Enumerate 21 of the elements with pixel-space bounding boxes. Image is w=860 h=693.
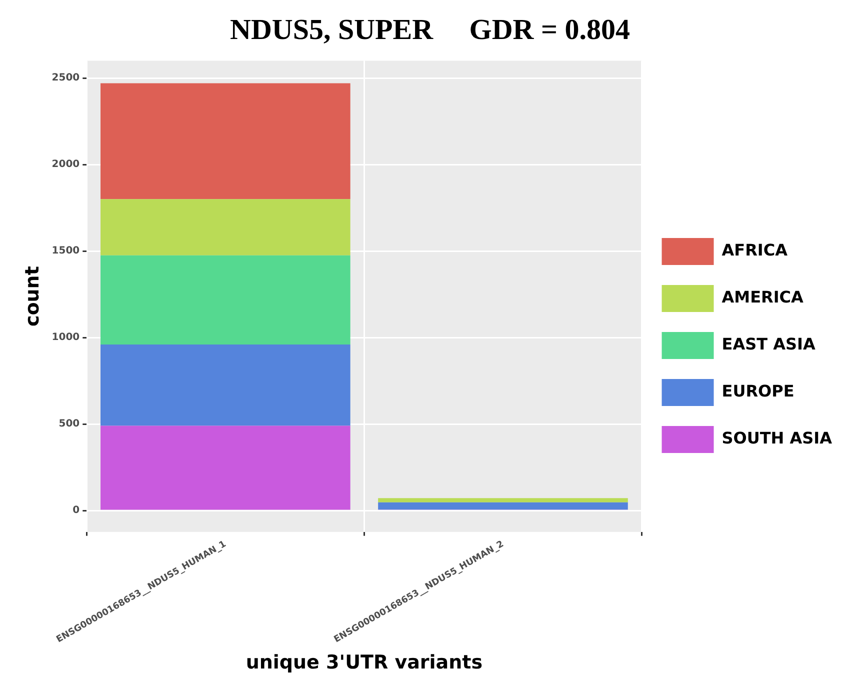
y-tick-label: 500	[58, 418, 80, 430]
y-tick-label: 2500	[52, 72, 80, 84]
legend-label: AMERICA	[722, 288, 804, 307]
bar	[378, 502, 628, 510]
bar	[100, 426, 350, 510]
legend-label: SOUTH ASIA	[722, 428, 833, 448]
legend-label: EUROPE	[722, 382, 794, 401]
y-axis-title: count	[21, 266, 44, 327]
y-tick-label: 1000	[52, 332, 80, 344]
chart-title: NDUS5, SUPER GDR = 0.804	[230, 14, 630, 46]
y-tick-label: 0	[72, 505, 80, 516]
bar	[100, 255, 350, 344]
y-tick-label: 1500	[52, 246, 80, 257]
bar	[378, 498, 628, 502]
bar	[100, 199, 350, 256]
bar	[100, 83, 350, 200]
legend-label: AFRICA	[722, 240, 788, 260]
bar	[100, 344, 350, 426]
x-axis-title: unique 3'UTR variants	[246, 652, 483, 674]
y-tick-label: 2000	[52, 159, 80, 170]
legend-label: EAST ASIA	[722, 334, 816, 354]
